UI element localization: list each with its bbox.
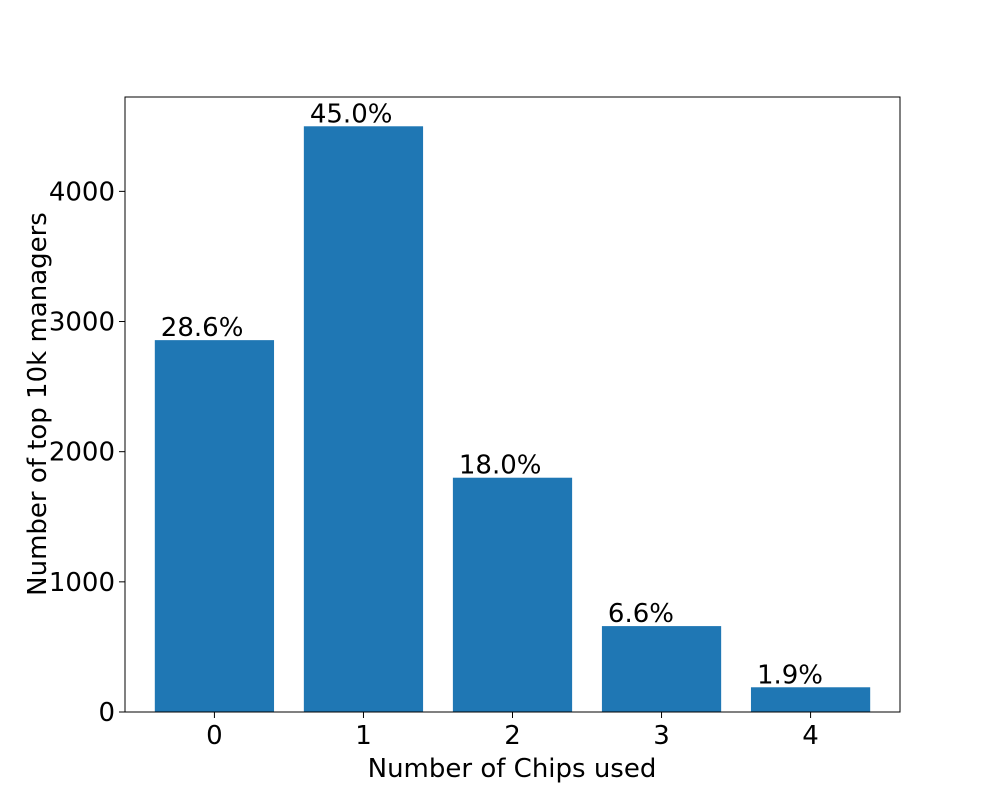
x-tick-label-2: 2 [504, 721, 521, 751]
bar-3 [601, 626, 722, 712]
bar-1 [303, 126, 424, 713]
y-axis: 0 1000 2000 3000 4000 [49, 177, 125, 728]
x-axis-title: Number of Chips used [368, 754, 657, 784]
y-tick-label-2000: 2000 [49, 438, 115, 468]
y-tick-label-3000: 3000 [49, 308, 115, 338]
y-axis-title: Number of top 10k managers [23, 212, 53, 596]
x-tick-label-3: 3 [653, 721, 670, 751]
bar-4 [750, 687, 871, 712]
x-tick-label-1: 1 [355, 721, 372, 751]
x-tick-label-4: 4 [802, 721, 819, 751]
bar-value-label-0: 28.6% [161, 313, 244, 343]
x-axis: 0 1 2 3 4 [206, 712, 819, 751]
bar-value-label-3: 6.6% [608, 599, 674, 629]
y-tick-label-1000: 1000 [49, 568, 115, 598]
bar-value-label-2: 18.0% [459, 451, 542, 481]
y-tick-label-4000: 4000 [49, 177, 115, 207]
bar-value-label-4: 1.9% [757, 660, 823, 690]
bar-0 [154, 340, 275, 712]
bar-value-label-1: 45.0% [310, 99, 393, 129]
x-tick-label-0: 0 [206, 721, 223, 751]
data-labels-layer: 28.6% 45.0% 18.0% 6.6% 1.9% [161, 99, 823, 690]
y-tick-label-0: 0 [98, 698, 115, 728]
bars-layer [154, 126, 871, 713]
bar-2 [452, 477, 573, 712]
